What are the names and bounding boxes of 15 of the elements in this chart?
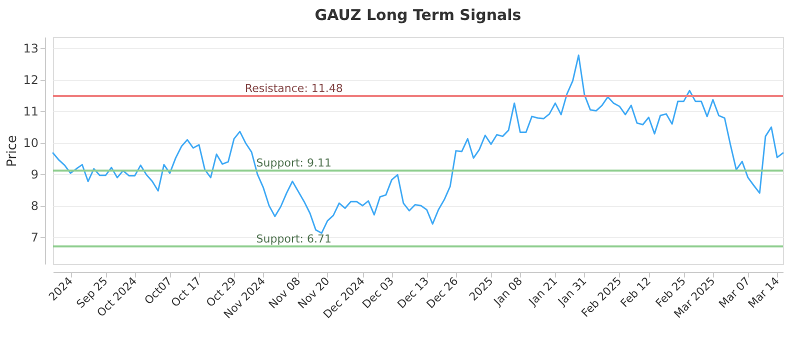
y-axis-title: Price [5,135,20,167]
chart-title: GAUZ Long Term Signals [314,6,522,24]
y-tick-label: 13 [23,42,38,56]
y-tick-label: 7 [30,230,38,245]
line-series [52,54,784,234]
ref-line-label: Resistance: 11.48 [244,82,343,95]
y-tick-label: 8 [30,199,38,214]
y-tick-label: 9 [30,168,38,182]
ref-line-label: Support: 6.71 [256,232,332,246]
y-tick-label: 12 [23,73,38,88]
y-tick-label: 11 [23,104,38,119]
x-tick-label: Jan 08 [490,274,525,309]
x-tick-label: Oct 17 [168,274,204,310]
ref-line-label: Support: 9.11 [256,156,332,170]
y-tick-label: 10 [23,136,38,150]
